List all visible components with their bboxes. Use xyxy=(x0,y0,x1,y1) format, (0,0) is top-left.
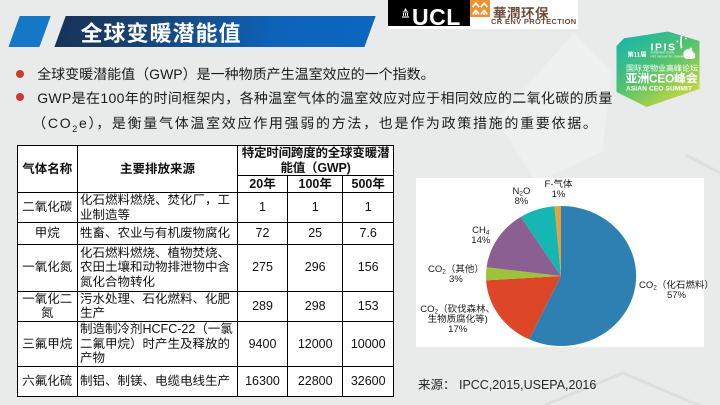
svg-text:第11届: 第11届 xyxy=(628,51,647,59)
svg-text:亚洲CEO峰会: 亚洲CEO峰会 xyxy=(626,71,698,85)
svg-text:IPIS: IPIS xyxy=(651,41,677,53)
svg-text:PET INDUSTRY SUMMIT: PET INDUSTRY SUMMIT xyxy=(651,55,687,59)
svg-text:ASIAN CEO SUMMIT: ASIAN CEO SUMMIT xyxy=(626,86,692,93)
svg-text:INTERNATIONAL: INTERNATIONAL xyxy=(651,51,676,55)
svg-text:国际宠物业高峰论坛: 国际宠物业高峰论坛 xyxy=(626,64,698,73)
